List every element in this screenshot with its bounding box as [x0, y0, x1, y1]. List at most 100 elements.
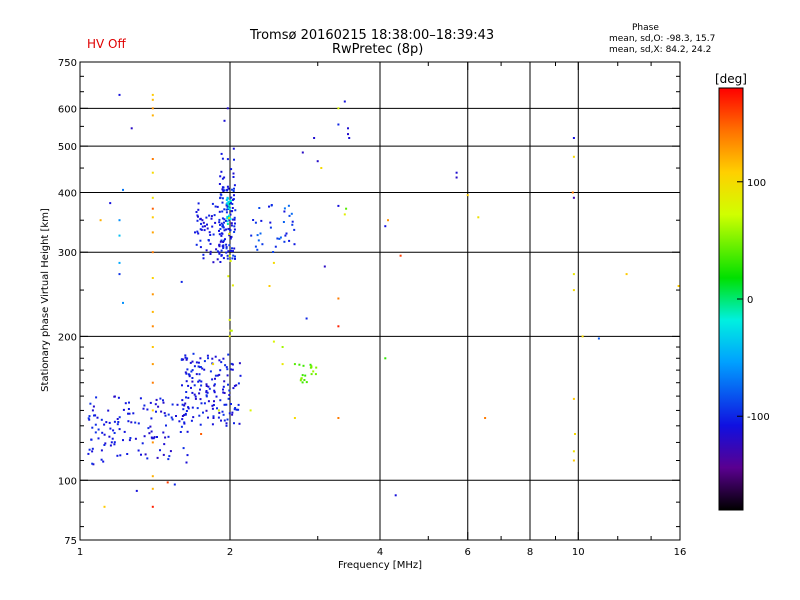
data-point: [205, 383, 208, 386]
data-point: [181, 415, 184, 417]
data-point: [127, 420, 130, 423]
data-point: [218, 233, 221, 236]
data-point: [90, 438, 93, 441]
data-point: [237, 382, 240, 385]
data-point: [223, 229, 226, 232]
data-point: [201, 225, 204, 228]
data-point: [184, 356, 187, 359]
data-point: [225, 199, 228, 201]
data-point: [227, 353, 230, 356]
data-point: [88, 418, 91, 421]
data-point: [151, 114, 154, 117]
data-point: [157, 405, 160, 408]
data-point: [195, 373, 198, 376]
data-point: [221, 157, 224, 160]
data-point: [303, 379, 306, 381]
x-tick-label: 6: [465, 547, 471, 558]
data-point: [215, 395, 218, 398]
data-point: [216, 205, 219, 208]
data-point: [181, 418, 184, 421]
data-point: [199, 423, 202, 426]
data-point: [183, 414, 186, 417]
data-point: [216, 258, 219, 261]
data-point: [91, 409, 94, 412]
data-point: [232, 147, 235, 150]
data-point: [218, 221, 221, 224]
data-point: [235, 384, 238, 387]
data-point: [151, 293, 154, 296]
data-point: [217, 416, 220, 419]
data-point: [107, 409, 110, 412]
data-point: [151, 207, 154, 210]
data-point: [222, 388, 224, 391]
data-point: [109, 427, 112, 430]
data-point: [112, 429, 115, 432]
data-point: [100, 449, 103, 452]
data-point: [249, 409, 252, 412]
data-point: [193, 393, 196, 396]
data-point: [197, 232, 200, 235]
data-point: [597, 337, 600, 340]
data-point: [283, 210, 286, 213]
data-point: [197, 202, 200, 205]
data-point: [233, 187, 235, 190]
data-point: [110, 441, 113, 444]
data-point: [227, 397, 230, 400]
data-point: [218, 252, 221, 255]
data-point: [200, 433, 203, 435]
data-point: [229, 229, 232, 232]
data-point: [113, 441, 116, 444]
data-point: [228, 254, 231, 257]
data-point: [135, 489, 138, 492]
data-point: [108, 435, 111, 438]
data-point: [223, 218, 226, 221]
data-point: [270, 204, 273, 206]
data-point: [91, 462, 94, 465]
data-point: [229, 237, 232, 240]
data-point: [290, 212, 293, 215]
data-point: [92, 463, 95, 466]
data-point: [343, 213, 346, 216]
data-point: [185, 380, 188, 383]
data-point: [118, 261, 121, 264]
data-point: [226, 158, 229, 161]
colorbar-label: [deg]: [715, 72, 747, 86]
x-tick-label: 4: [377, 547, 383, 558]
data-point: [211, 423, 214, 426]
data-point: [314, 373, 317, 376]
data-point: [237, 408, 240, 411]
data-point: [156, 456, 159, 459]
data-point: [119, 454, 122, 457]
data-point: [256, 248, 259, 251]
data-point: [222, 357, 225, 360]
data-point: [221, 186, 224, 189]
data-point: [182, 408, 185, 411]
data-point: [287, 204, 290, 207]
data-point: [207, 400, 210, 403]
data-point: [203, 368, 206, 371]
data-point: [193, 365, 196, 368]
data-point: [203, 402, 206, 405]
data-point: [302, 364, 305, 367]
data-point: [226, 223, 229, 225]
data-point: [221, 245, 224, 248]
data-point: [105, 421, 108, 424]
data-point: [312, 370, 315, 373]
data-point: [189, 361, 192, 364]
data-point: [154, 403, 157, 406]
data-point: [124, 402, 127, 405]
data-point: [310, 365, 313, 368]
phase-o-stats: mean, sd,O: -98.3, 15.7: [609, 34, 716, 44]
data-point: [221, 225, 224, 228]
data-point: [204, 225, 206, 228]
data-point: [212, 261, 215, 264]
data-point: [206, 354, 209, 357]
data-point: [232, 254, 235, 257]
data-point: [111, 437, 114, 440]
data-point: [222, 241, 225, 243]
data-point: [202, 221, 205, 224]
data-point: [164, 414, 167, 417]
data-point: [219, 193, 222, 196]
data-point: [116, 454, 119, 457]
data-point: [223, 419, 226, 422]
